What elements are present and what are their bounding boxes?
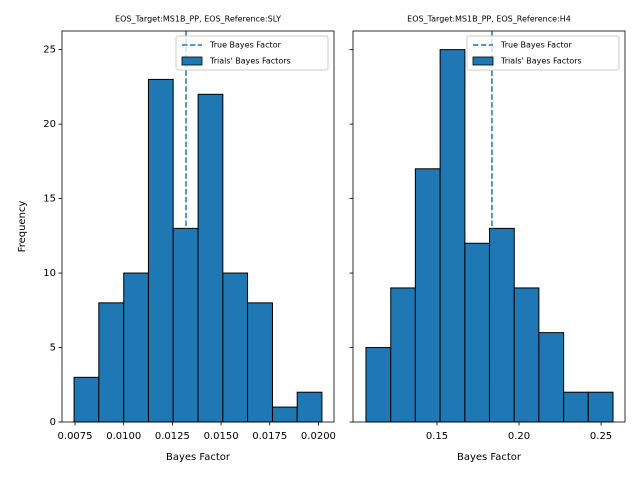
y-axis-label: Frequency bbox=[17, 201, 28, 253]
x-tick-label: 0.20 bbox=[508, 431, 530, 442]
x-axis-label: Bayes Factor bbox=[166, 452, 231, 463]
legend-swatch bbox=[472, 56, 494, 66]
y-tick-label: 25 bbox=[43, 45, 56, 56]
bar bbox=[414, 168, 441, 423]
chart-title: EOS_Target:MS1B_PP, EOS_Reference:H4 bbox=[407, 15, 571, 24]
legend-swatch bbox=[181, 56, 203, 66]
x-tick-label: 0.0200 bbox=[301, 431, 336, 442]
legend-label: True Bayes Factor bbox=[209, 41, 281, 50]
legend-label: Trials' Bayes Factors bbox=[209, 57, 291, 66]
bar bbox=[488, 227, 515, 423]
y-tick-label: 5 bbox=[50, 343, 56, 354]
x-axis-label: Bayes Factor bbox=[457, 452, 522, 463]
x-tick-label: 0.0175 bbox=[252, 431, 287, 442]
x-tick-label: 0.0150 bbox=[204, 431, 239, 442]
bar bbox=[98, 302, 125, 423]
y-tick-label: 0 bbox=[50, 417, 56, 428]
bar bbox=[73, 376, 100, 423]
bar bbox=[365, 347, 392, 423]
axes-frame bbox=[352, 30, 626, 423]
bar bbox=[390, 287, 416, 423]
legend-box bbox=[175, 35, 329, 71]
bar bbox=[538, 332, 565, 423]
bar bbox=[222, 272, 249, 423]
bar bbox=[197, 93, 224, 423]
bar bbox=[587, 391, 614, 423]
axes-frame bbox=[61, 30, 335, 423]
bar bbox=[513, 287, 540, 423]
bar bbox=[123, 272, 149, 423]
bar bbox=[271, 406, 298, 423]
bar bbox=[147, 78, 174, 423]
bar bbox=[563, 391, 589, 423]
x-tick-label: 0.25 bbox=[590, 431, 612, 442]
x-tick-label: 0.15 bbox=[426, 431, 448, 442]
y-tick-label: 20 bbox=[43, 119, 56, 130]
legend-box bbox=[466, 35, 620, 71]
bar bbox=[247, 302, 273, 423]
bar bbox=[439, 49, 466, 423]
y-tick-label: 10 bbox=[43, 268, 56, 279]
bar bbox=[464, 242, 490, 423]
y-tick-label: 15 bbox=[43, 194, 56, 205]
x-tick-label: 0.0100 bbox=[106, 431, 141, 442]
legend-label: True Bayes Factor bbox=[500, 41, 572, 50]
x-tick-label: 0.0075 bbox=[58, 431, 93, 442]
x-tick-label: 0.0125 bbox=[155, 431, 190, 442]
legend-label: Trials' Bayes Factors bbox=[500, 57, 582, 66]
bar bbox=[296, 391, 323, 423]
chart-title: EOS_Target:MS1B_PP, EOS_Reference:SLY bbox=[115, 15, 281, 24]
